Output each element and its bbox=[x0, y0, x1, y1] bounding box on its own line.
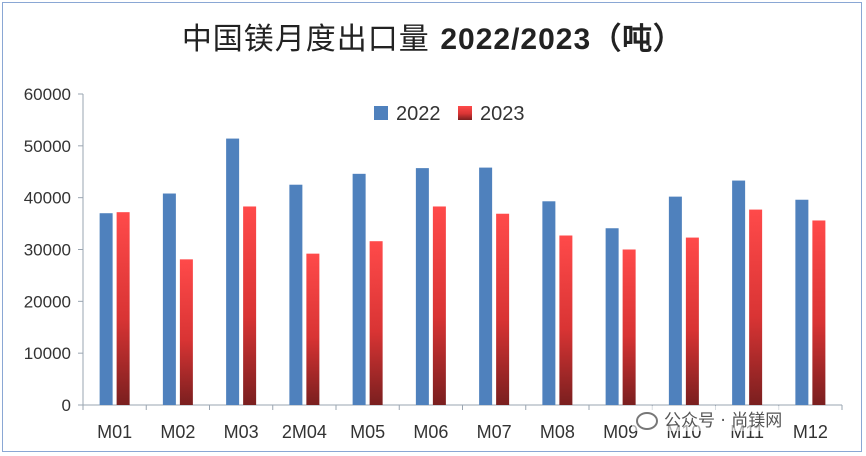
bar-2022-2M04 bbox=[289, 184, 303, 405]
bar-2023-M07 bbox=[496, 213, 510, 405]
bar-2023-M01 bbox=[116, 212, 130, 405]
chart-title-sub: 2022/2023（吨） bbox=[440, 23, 685, 56]
x-tick-label: M08 bbox=[540, 422, 575, 442]
bars bbox=[99, 138, 826, 405]
y-tick-label: 30000 bbox=[24, 241, 71, 260]
x-tick-label: M06 bbox=[413, 422, 448, 442]
x-tick-label: M02 bbox=[160, 422, 195, 442]
bar-2022-M02 bbox=[162, 193, 176, 405]
bar-2022-M11 bbox=[732, 180, 746, 405]
bar-2023-M08 bbox=[559, 235, 573, 405]
x-tick-label: M12 bbox=[793, 422, 828, 442]
bar-2023-M05 bbox=[369, 241, 383, 405]
y-tick-label: 60000 bbox=[24, 85, 71, 104]
legend-swatch-2022 bbox=[374, 106, 388, 120]
bar-2023-2M04 bbox=[306, 253, 320, 405]
bar-2023-M11 bbox=[749, 209, 763, 405]
watermark-text: 公众号 · 尚镁网 bbox=[664, 411, 783, 431]
x-tick-label: M05 bbox=[350, 422, 385, 442]
legend-swatch-2023 bbox=[458, 106, 472, 120]
chart-title: 中国镁月度出口量 2022/2023（吨） bbox=[0, 14, 866, 58]
y-tick-label: 50000 bbox=[24, 137, 71, 156]
bar-2022-M12 bbox=[795, 199, 809, 405]
bar-2022-M07 bbox=[479, 167, 493, 405]
bar-2023-M02 bbox=[179, 259, 193, 405]
y-tick-label: 20000 bbox=[24, 292, 71, 311]
bar-2023-M06 bbox=[432, 206, 446, 405]
watermark: 公众号 · 尚镁网 bbox=[632, 406, 787, 431]
bar-2023-M03 bbox=[243, 206, 257, 405]
bar-2022-M03 bbox=[226, 138, 240, 405]
chart-title-main: 中国镁月度出口量 bbox=[181, 22, 430, 57]
y-tick-label: 10000 bbox=[24, 344, 71, 363]
x-tick-label: M03 bbox=[224, 422, 259, 442]
x-tick-label: M09 bbox=[603, 422, 638, 442]
bar-2022-M09 bbox=[605, 228, 619, 405]
y-tick-label: 0 bbox=[62, 396, 71, 415]
legend-label-2023: 2023 bbox=[480, 103, 525, 125]
bar-2022-M06 bbox=[415, 168, 429, 405]
bar-2023-M12 bbox=[812, 220, 826, 405]
bar-2022-M05 bbox=[352, 173, 366, 405]
legend-label-2022: 2022 bbox=[396, 103, 441, 125]
x-tick-label: M07 bbox=[477, 422, 512, 442]
bar-2023-M09 bbox=[622, 249, 636, 405]
y-tick-label: 40000 bbox=[24, 189, 71, 208]
bar-2022-M01 bbox=[99, 213, 113, 405]
bar-2022-M08 bbox=[542, 201, 556, 405]
axes: 0 10000 20000 30000 40000 50000 60000 M01 M02 M03… bbox=[24, 85, 843, 442]
wechat-icon bbox=[636, 412, 658, 430]
bar-2023-M10 bbox=[685, 237, 699, 405]
x-tick-label: 2M04 bbox=[282, 422, 327, 442]
bar-2022-M10 bbox=[668, 196, 682, 405]
x-tick-label: M01 bbox=[97, 422, 132, 442]
legend: 2022 2023 bbox=[374, 103, 525, 125]
